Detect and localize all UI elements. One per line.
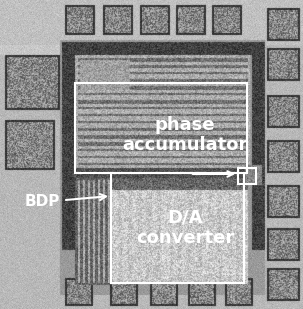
Text: BDP: BDP — [25, 194, 106, 210]
Bar — [238, 168, 256, 184]
Bar — [111, 173, 244, 283]
Bar — [75, 83, 247, 173]
Text: phase
accumulator: phase accumulator — [122, 116, 248, 154]
Text: D/A
converter: D/A converter — [136, 209, 234, 248]
